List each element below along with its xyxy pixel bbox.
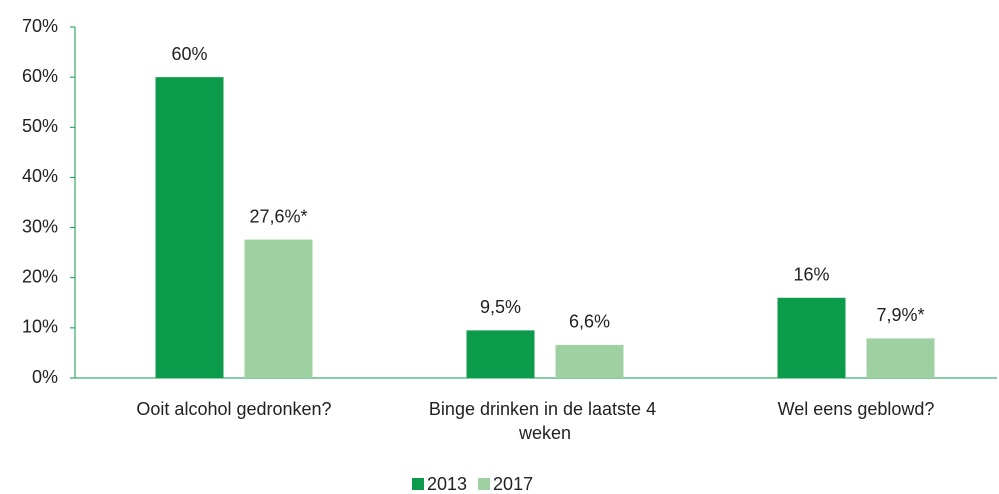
value-label: 60%: [171, 44, 207, 64]
y-tick-label: 70%: [22, 16, 58, 36]
x-tick-label: Wel eens geblowd?: [778, 399, 935, 419]
value-label: 16%: [793, 265, 829, 285]
y-tick-label: 30%: [22, 216, 58, 236]
y-tick-label: 20%: [22, 266, 58, 286]
y-tick-label: 60%: [22, 66, 58, 86]
y-tick-label: 0%: [32, 367, 58, 387]
y-tick-label: 50%: [22, 116, 58, 136]
bar: [777, 297, 846, 378]
value-label: 27,6%*: [249, 206, 307, 226]
bar: [466, 330, 535, 378]
bar: [555, 344, 624, 378]
legend-label: 2013: [427, 474, 467, 494]
bar: [155, 77, 224, 379]
bar: [244, 239, 313, 378]
legend-label: 2017: [493, 474, 533, 494]
y-tick-label: 10%: [22, 317, 58, 337]
legend-swatch: [412, 478, 424, 490]
value-label: 6,6%: [569, 312, 610, 332]
value-label: 9,5%: [480, 297, 521, 317]
value-label: 7,9%*: [876, 305, 924, 325]
bar: [866, 338, 935, 378]
y-tick-label: 40%: [22, 166, 58, 186]
legend-swatch: [478, 478, 491, 490]
x-tick-label: Binge drinken in de laatste 4 weken: [429, 399, 661, 443]
x-tick-label: Ooit alcohol gedronken?: [136, 399, 331, 419]
